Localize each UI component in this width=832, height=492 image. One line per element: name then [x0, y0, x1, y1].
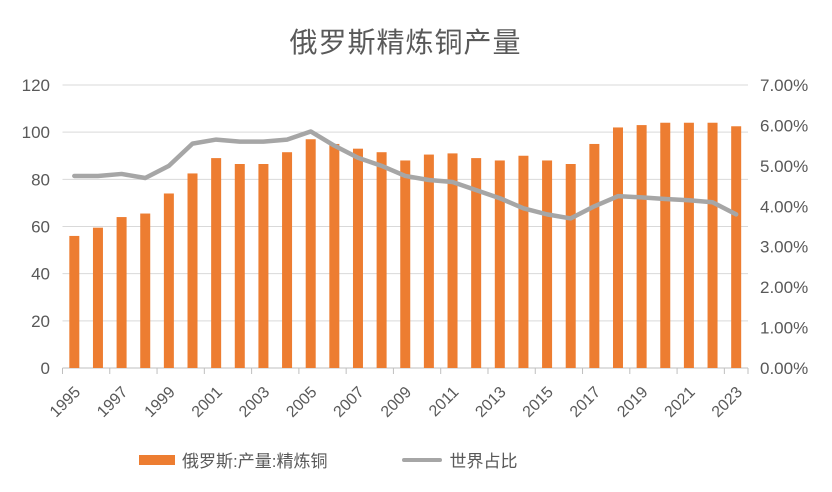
- x-axis-tick-label: 2007: [331, 384, 368, 421]
- y-axis-left-tick-label: 40: [31, 265, 50, 284]
- bar-2023: [731, 126, 742, 368]
- x-axis-tick-label: 2019: [614, 384, 651, 421]
- legend-label-line: 世界占比: [449, 452, 518, 471]
- bar-2001: [211, 158, 222, 368]
- bar-2006: [329, 143, 340, 368]
- x-axis-tick-label: 1995: [47, 384, 84, 421]
- bar-2002: [234, 164, 245, 368]
- bar-2007: [352, 148, 363, 368]
- y-axis-left-tick-label: 80: [31, 170, 50, 189]
- x-axis-tick-label: 2017: [567, 384, 604, 421]
- y-axis-left-tick-label: 60: [31, 218, 50, 237]
- bar-2020: [660, 122, 671, 368]
- x-axis-tick-label: 2001: [189, 384, 226, 421]
- x-axis-tick-label: 2021: [662, 384, 699, 421]
- chart-title: 俄罗斯精炼铜产量: [289, 27, 522, 58]
- bar-2000: [187, 173, 198, 368]
- y-axis-right-tick-label: 6.00%: [760, 116, 808, 135]
- bar-2010: [423, 154, 434, 368]
- line-series-world-share: [72, 129, 739, 221]
- x-axis-tick-label: 2009: [378, 384, 415, 421]
- bar-2017: [589, 143, 600, 368]
- y-axis-right-tick-label: 4.00%: [760, 197, 808, 216]
- bar-2021: [683, 122, 694, 368]
- y-axis-right-tick-label: 5.00%: [760, 157, 808, 176]
- legend-item-line: 世界占比: [402, 447, 517, 472]
- legend-item-bars: 俄罗斯:产量:精炼铜: [139, 447, 327, 472]
- x-axis-tick-label: 2011: [426, 384, 462, 420]
- bar-2012: [471, 158, 482, 368]
- legend-label-bars: 俄罗斯:产量:精炼铜: [182, 452, 328, 471]
- bar-series-swatch-icon: [139, 454, 175, 465]
- y-axis-right-tick-label: 0.00%: [760, 359, 808, 378]
- line-series-swatch-icon: [402, 457, 443, 462]
- bar-2005: [305, 139, 316, 368]
- bar-2003: [258, 164, 269, 368]
- y-axis-right-tick-label: 1.00%: [760, 319, 808, 338]
- y-axis-right-tick-label: 2.00%: [760, 278, 808, 297]
- y-axis-left-tick-label: 100: [22, 123, 50, 142]
- bar-2015: [542, 160, 553, 368]
- bar-2019: [636, 125, 647, 368]
- bar-2004: [282, 152, 293, 368]
- bar-1999: [163, 193, 174, 368]
- y-axis-left-tick-label: 0: [41, 359, 50, 378]
- x-axis-tick-label: 2005: [283, 384, 320, 421]
- x-axis-tick-label: 2013: [472, 384, 509, 421]
- x-axis-tick-label: 1997: [94, 384, 131, 421]
- y-axis-left-tick-label: 120: [22, 76, 50, 95]
- bar-1997: [116, 217, 127, 368]
- bar-2016: [565, 164, 576, 368]
- bar-2011: [447, 153, 458, 368]
- y-axis-right-tick-label: 3.00%: [760, 238, 808, 257]
- bar-2014: [518, 155, 529, 368]
- y-axis-right-tick-label: 7.00%: [760, 76, 808, 95]
- bar-2013: [494, 160, 505, 368]
- bar-2008: [376, 152, 387, 368]
- bar-1998: [140, 213, 151, 368]
- legend: 俄罗斯:产量:精炼铜 世界占比: [139, 447, 517, 472]
- x-axis-tick-label: 2003: [236, 384, 273, 421]
- bar-1995: [69, 235, 80, 368]
- bar-1996: [92, 227, 103, 368]
- x-axis-tick-label: 2023: [709, 384, 746, 421]
- bar-2018: [612, 127, 623, 368]
- x-axis-tick-label: 1999: [142, 384, 179, 421]
- bar-2022: [707, 122, 718, 368]
- y-axis-left-tick-label: 20: [31, 312, 50, 331]
- bar-2009: [400, 160, 411, 368]
- x-axis-tick-label: 2015: [520, 384, 557, 421]
